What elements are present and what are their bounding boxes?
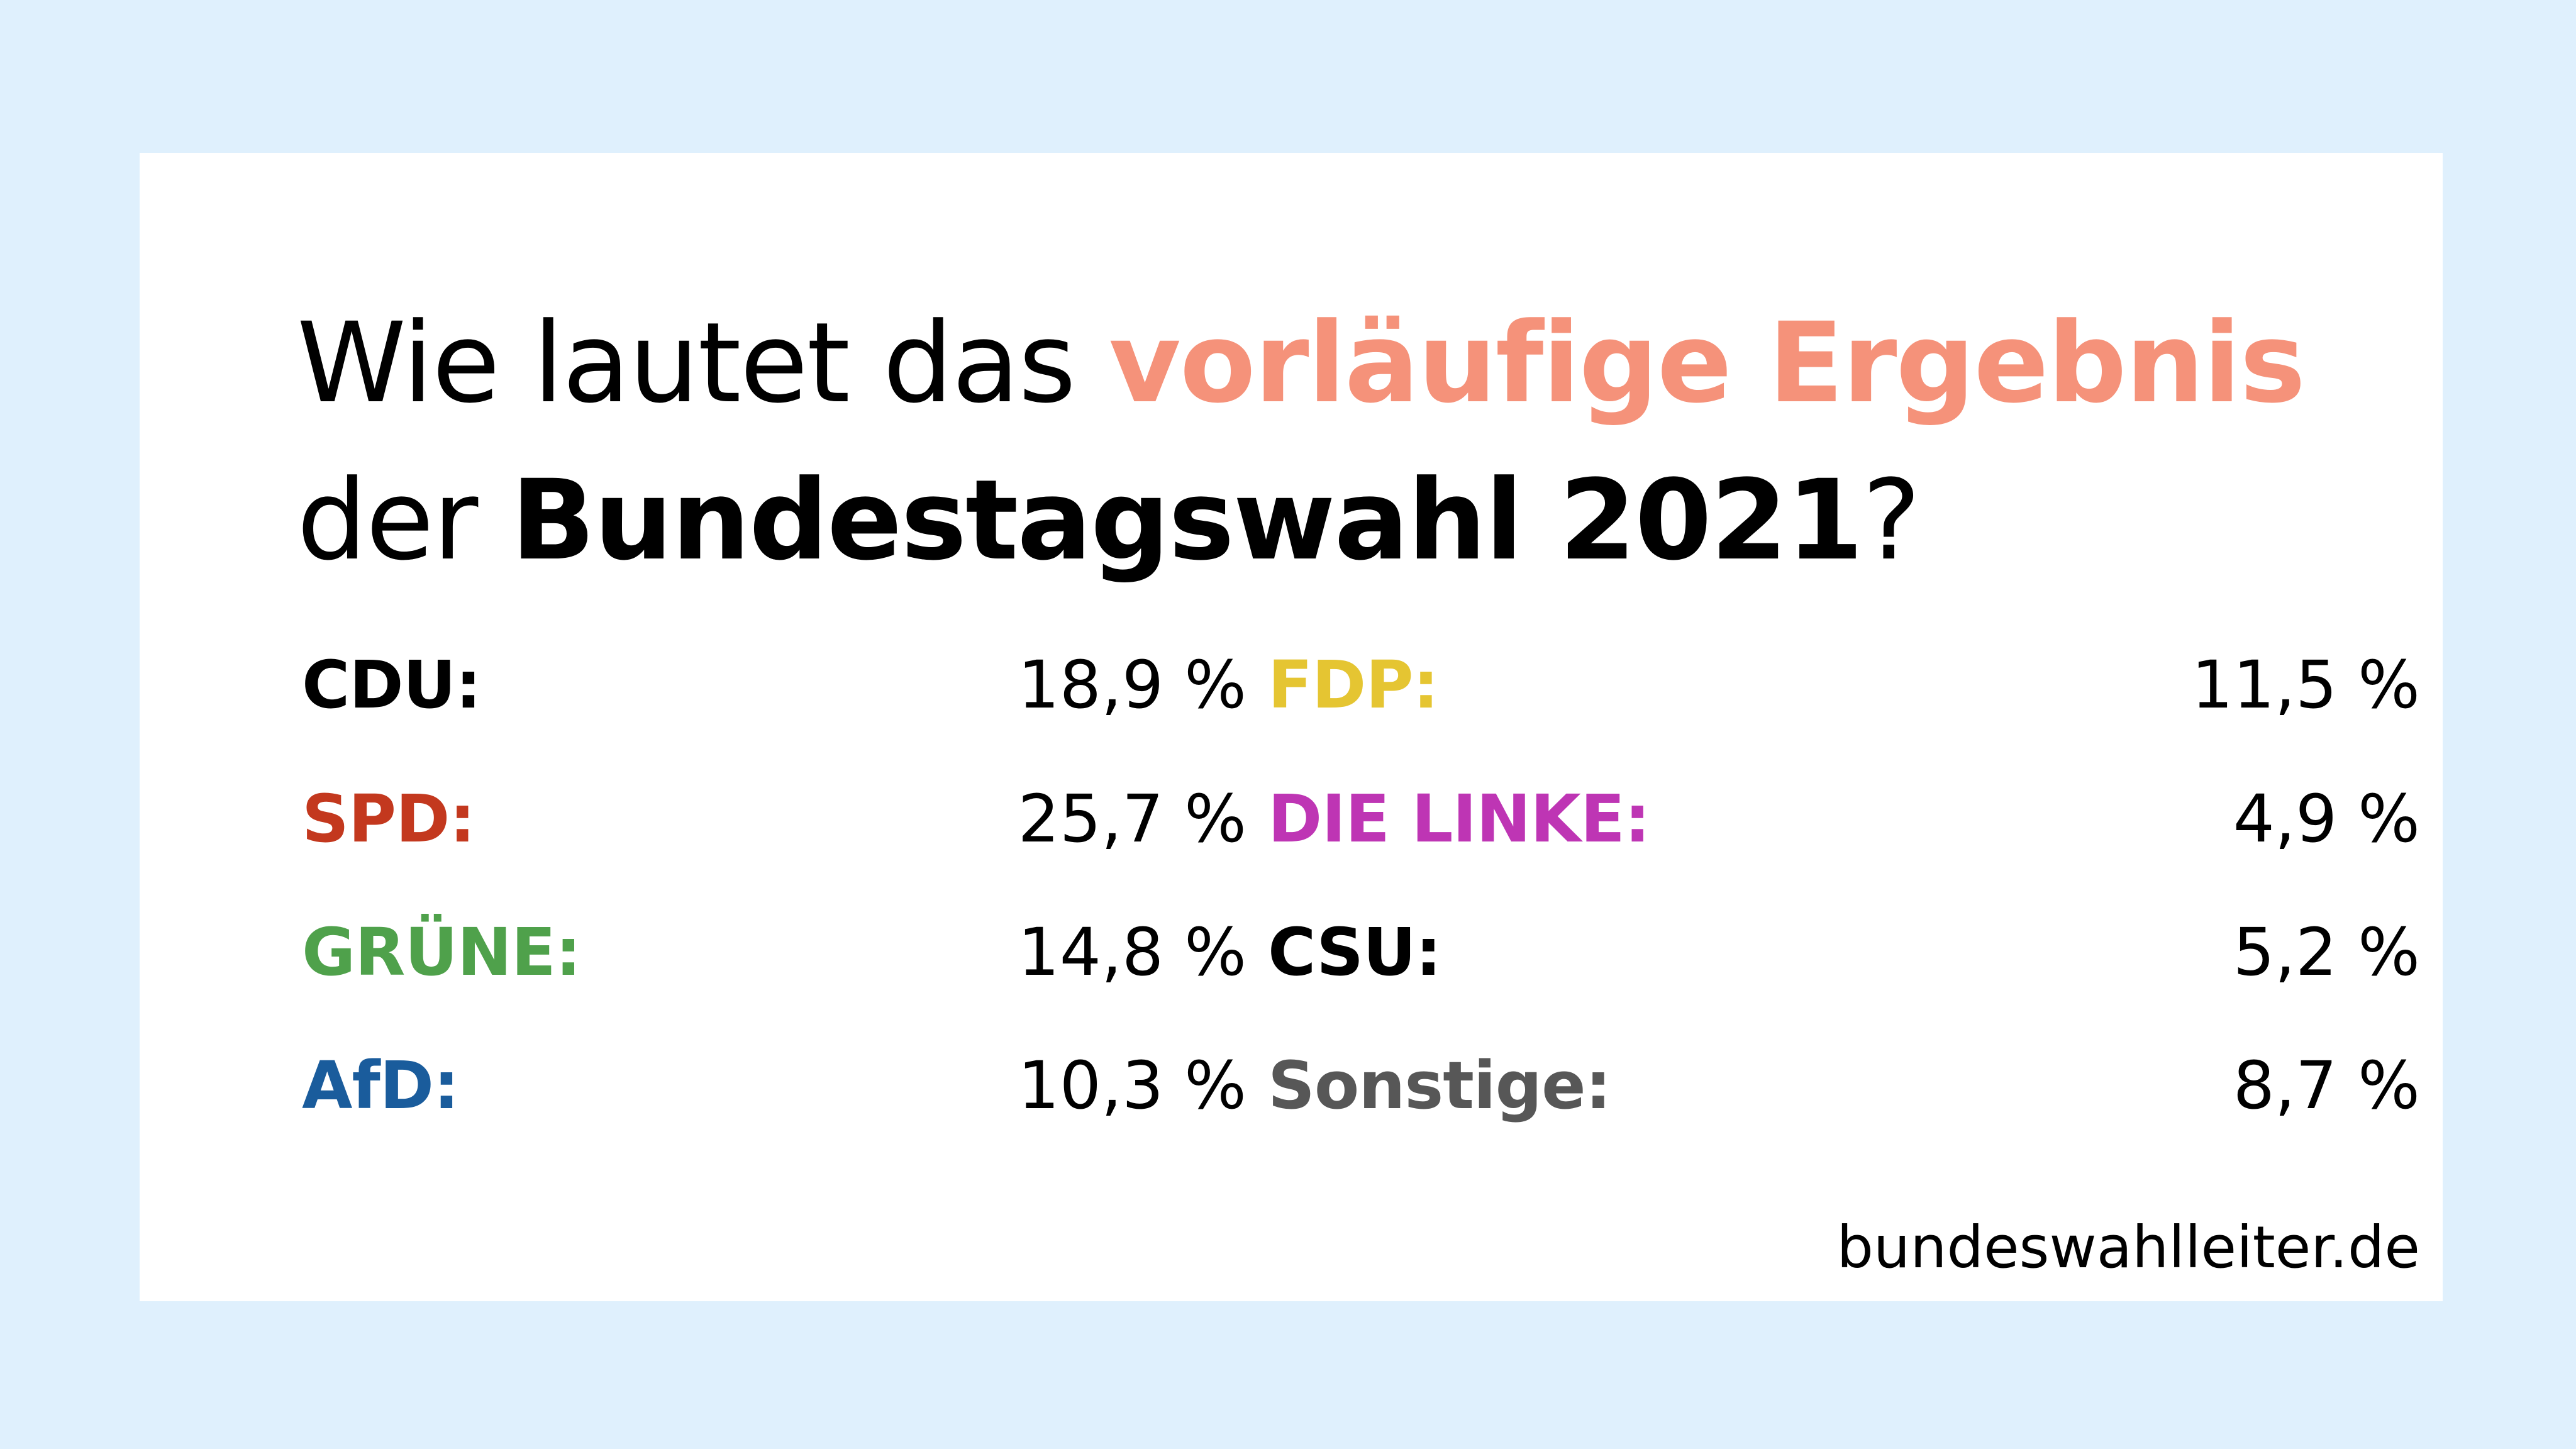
headline-strong: Bundestagswahl 2021 xyxy=(511,456,1863,585)
headline-line-1: Wie lautet das vorläufige Ergebnis xyxy=(297,285,2372,442)
headline: Wie lautet das vorläufige Ergebnis der B… xyxy=(297,285,2372,599)
headline-accent: vorläufige Ergebnis xyxy=(1109,299,2306,428)
party-value-fdp: 11,5 % xyxy=(2191,647,2420,723)
party-label-afd: AfD: xyxy=(302,1047,460,1124)
party-label-sonstige: Sonstige: xyxy=(1268,1047,1611,1124)
party-value-gruene: 14,8 % xyxy=(1018,914,1246,991)
party-value-cdu: 18,9 % xyxy=(1018,647,1246,723)
party-value-afd: 10,3 % xyxy=(1018,1047,1246,1124)
party-label-fdp: FDP: xyxy=(1268,647,1439,723)
headline-text: der xyxy=(297,456,511,585)
party-value-spd: 25,7 % xyxy=(1018,780,1246,857)
result-card: Wie lautet das vorläufige Ergebnis der B… xyxy=(140,153,2443,1301)
party-label-cdu: CDU: xyxy=(302,647,482,723)
headline-text: Wie lautet das xyxy=(297,299,1109,428)
party-value-sonstige: 8,7 % xyxy=(2233,1047,2420,1124)
party-label-gruene: GRÜNE: xyxy=(302,914,582,991)
party-label-csu: CSU: xyxy=(1268,914,1441,991)
party-value-csu: 5,2 % xyxy=(2233,914,2420,991)
headline-question-mark: ? xyxy=(1862,456,1921,585)
party-value-linke: 4,9 % xyxy=(2233,780,2420,857)
party-label-linke: DIE LINKE: xyxy=(1268,780,1650,857)
party-label-spd: SPD: xyxy=(302,780,475,857)
source-footer: bundeswahlleiter.de xyxy=(1836,1214,2420,1281)
headline-line-2: der Bundestagswahl 2021? xyxy=(297,442,2372,599)
